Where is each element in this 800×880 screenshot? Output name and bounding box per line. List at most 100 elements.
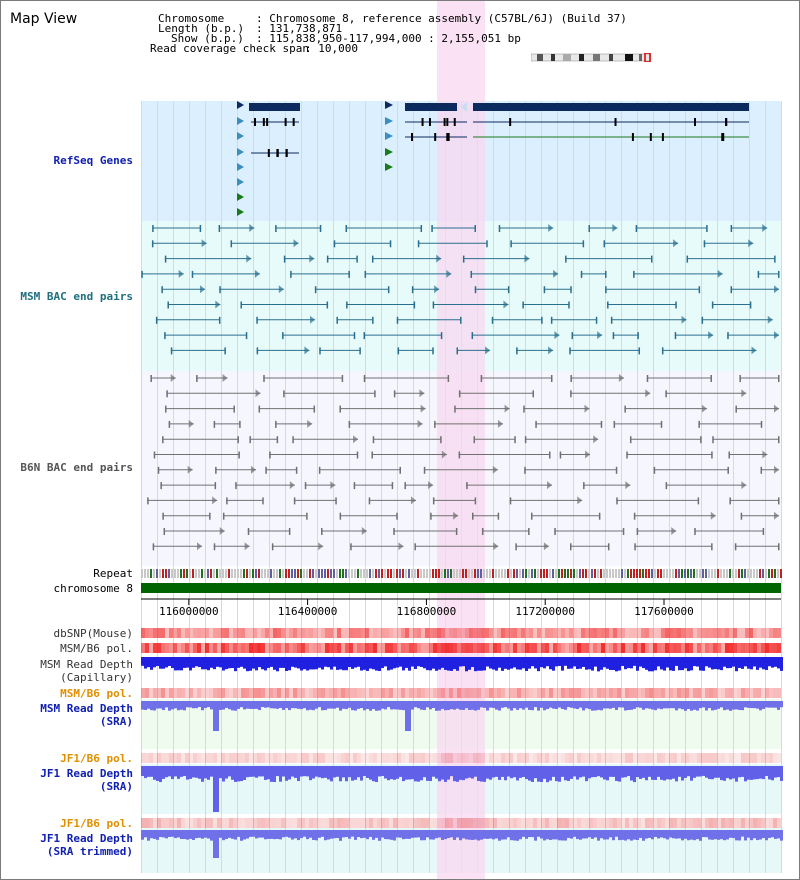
depth-bar xyxy=(663,830,666,839)
depth-bar xyxy=(384,657,387,667)
depth-bar xyxy=(552,701,555,709)
heat-cell xyxy=(361,688,365,698)
heat-cell xyxy=(441,753,445,763)
depth-bar xyxy=(381,657,384,669)
repeat-mark xyxy=(384,569,386,578)
depth-bar xyxy=(390,766,393,780)
b6n-bac-pair-end xyxy=(624,405,626,413)
b6n-bac-pair-end xyxy=(740,512,743,520)
heat-cell xyxy=(253,643,257,653)
b6n-bac-pair-end xyxy=(263,375,265,382)
heat-cell xyxy=(173,753,177,763)
heat-cell xyxy=(589,643,593,653)
depth-bar xyxy=(693,830,696,841)
b6n-bac-pair-end xyxy=(727,466,729,474)
heat-cell xyxy=(161,688,165,698)
depth-bar xyxy=(312,657,315,670)
depth-bar xyxy=(546,766,549,783)
gene-exon xyxy=(614,118,617,126)
msm-bac-pair-arrow xyxy=(774,331,779,340)
depth-bar xyxy=(411,657,414,667)
heat-cell xyxy=(257,628,261,638)
depth-bar xyxy=(426,657,429,671)
heat-cell xyxy=(345,753,349,763)
msm-bac-pair-end xyxy=(326,301,329,309)
heat-cell xyxy=(377,628,381,638)
heat-cell xyxy=(289,628,293,638)
depth-bar xyxy=(489,701,492,708)
repeat-mark xyxy=(396,569,398,578)
msm-bac-pair-end xyxy=(603,240,606,248)
depth-bar xyxy=(144,701,147,710)
b6n-bac-pair-end xyxy=(168,420,171,428)
heat-cell xyxy=(469,688,473,698)
heat-cell xyxy=(373,753,377,763)
heat-cell xyxy=(349,818,353,828)
depth-bar xyxy=(309,766,312,781)
heat-cell xyxy=(485,643,489,653)
heat-cell xyxy=(369,643,373,653)
heat-cell xyxy=(693,753,697,763)
depth-bar xyxy=(273,766,276,783)
b6n-bac-pair-end xyxy=(530,512,533,520)
depth-bar xyxy=(690,830,693,840)
depth-bar xyxy=(765,766,768,777)
repeat-mark xyxy=(729,569,731,578)
depth-bar xyxy=(174,657,177,671)
msm-bac-pair-end xyxy=(417,240,420,248)
msm-bac-pair-end xyxy=(706,225,708,232)
depth-bar xyxy=(150,830,153,839)
heat-cell xyxy=(773,628,777,638)
b6n-bac-pair-end xyxy=(646,375,649,382)
repeat-mark xyxy=(189,569,191,578)
depth-bar xyxy=(402,657,405,671)
msm-bac-pair-end xyxy=(498,225,501,232)
heat-cell xyxy=(773,688,777,698)
depth-bar xyxy=(507,657,510,670)
heat-cell xyxy=(457,688,461,698)
heat-cell xyxy=(693,818,697,828)
heat-cell xyxy=(157,643,161,653)
depth-bar xyxy=(288,830,291,838)
depth-bar xyxy=(669,766,672,780)
gene-end-marker xyxy=(461,102,467,112)
b6n-bac-pair-end xyxy=(235,482,237,490)
heat-cell xyxy=(493,753,497,763)
depth-bar xyxy=(642,701,645,710)
gene-exon xyxy=(254,118,257,126)
depth-bar xyxy=(228,657,231,669)
depth-bar xyxy=(363,766,366,777)
depth-bar xyxy=(558,766,561,782)
b6n-bac-pair-end xyxy=(276,436,279,444)
heat-cell xyxy=(549,753,553,763)
gene-exon xyxy=(262,118,265,126)
msm-bac-pair-end xyxy=(588,225,590,232)
heat-cell xyxy=(541,688,545,698)
depth-bar xyxy=(213,830,216,858)
msm-bac-pair-arrow xyxy=(293,239,299,248)
depth-bar xyxy=(474,701,477,711)
b6n-bac-pair-arrow xyxy=(307,419,313,428)
depth-bar xyxy=(375,701,378,711)
repeat-mark xyxy=(153,569,155,578)
depth-bar xyxy=(663,657,666,671)
msm-bac-pair-end xyxy=(396,316,399,324)
depth-bar xyxy=(267,830,270,839)
heat-cell xyxy=(189,688,193,698)
repeat-mark xyxy=(405,569,407,578)
ruler-tick-label: 116400000 xyxy=(277,605,338,618)
heat-cell xyxy=(241,688,245,698)
depth-bar xyxy=(351,830,354,837)
depth-bar xyxy=(441,657,444,668)
depth-bar xyxy=(705,657,708,667)
heat-cell xyxy=(477,753,481,763)
heat-cell xyxy=(609,628,613,638)
repeat-mark xyxy=(366,569,368,578)
heat-cell xyxy=(293,818,297,828)
heat-cell xyxy=(465,753,469,763)
chromosome-ideogram[interactable] xyxy=(531,53,651,62)
repeat-mark xyxy=(417,569,419,578)
depth-bar xyxy=(357,766,360,778)
heat-cell xyxy=(497,643,501,653)
